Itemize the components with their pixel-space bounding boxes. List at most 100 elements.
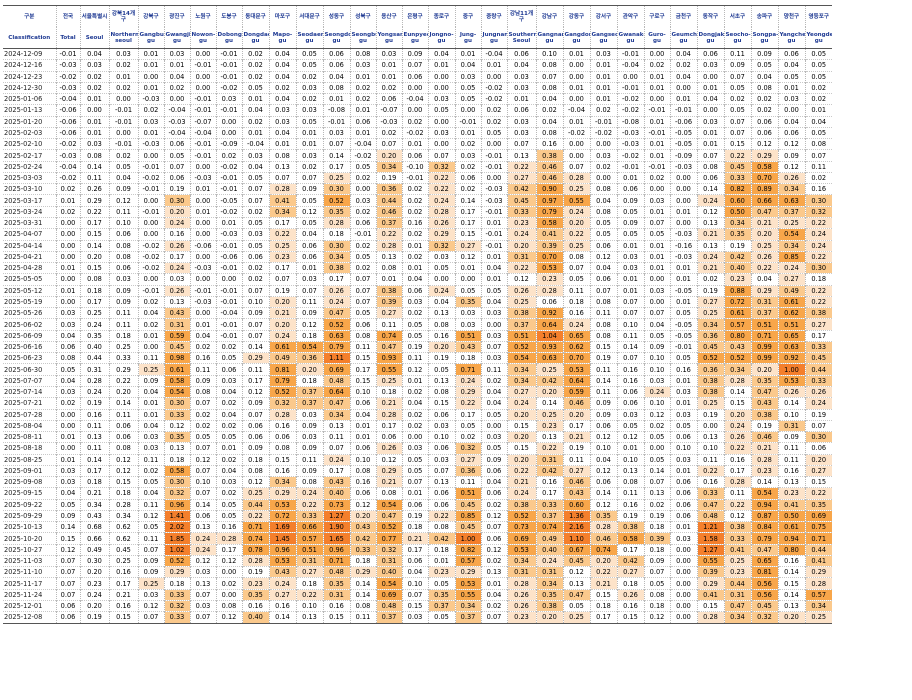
value-cell-gwanak-gu: 0.05	[616, 420, 644, 432]
value-cell-seocho-gu: 0.12	[723, 510, 751, 522]
value-cell-yeongdeungpo-gu: 0.22	[804, 251, 832, 263]
date-cell: 2025-10-27	[4, 545, 43, 554]
value-cell-songpa-gu: 0.29	[750, 285, 778, 297]
value-cell-seongdong-gu: 0.63	[322, 330, 350, 342]
table-row: 2024-12-23 -0.02 0.02 0.01 0.00 0.04 0.00 -0.01…	[3, 71, 832, 83]
value-cell-southern-seoul: 0.45	[506, 194, 536, 207]
value-cell-dongdaemun-gu: 0.03	[241, 149, 269, 162]
value-cell-mapo-gu: 0.24	[268, 577, 296, 590]
table-row: 2025-01-13 -0.06 0.00 -0.01 0.02 -0.04 -0.01 -0…	[3, 104, 832, 117]
value-cell-yeongdeungpo-gu: 0.06	[804, 442, 832, 455]
value-cell-yeongdeungpo-gu: 0.22	[804, 285, 832, 297]
value-cell-gangseo-gu: 0.00	[589, 172, 617, 184]
column-header-ko-mapo-gu: 마포구	[268, 5, 296, 27]
value-cell-gangnam-gu: 0.79	[535, 206, 563, 218]
weekly-apartment-price-change-table: 구분 전국 서울특별시 강북14개구 강북구 광진구 노원구 도봉구 동대문구 마포구 서대문구 성동…	[3, 5, 832, 624]
value-cell-yangcheon-gu: 0.65	[777, 330, 805, 342]
date-cell: 2025-12-01	[4, 602, 43, 611]
value-cell-gwanak-gu: 0.00	[616, 71, 644, 83]
value-cell-eunpyeong-gu: 0.00	[401, 431, 428, 443]
value-cell-jungnang-gu: 0.03	[480, 352, 507, 364]
value-cell-guro-gu: 0.14	[643, 465, 670, 477]
value-cell-yongsan-gu: 0.12	[375, 454, 402, 466]
value-cell-seocho-gu: 0.80	[723, 330, 751, 342]
value-cell-total: 0.01	[55, 454, 80, 466]
value-cell-northern-seoul: 0.14	[108, 397, 138, 409]
value-cell-yongsan-gu: 0.93	[375, 352, 402, 364]
value-cell-jongno-gu: 0.00	[427, 273, 455, 286]
value-cell-yeongdeungpo-gu: 0.05	[804, 59, 832, 72]
value-cell-geumcheon-gu: 0.00	[669, 555, 697, 567]
value-cell-dobong-gu: -0.01	[215, 240, 242, 252]
value-cell-gwangjin-gu: 0.07	[163, 161, 190, 173]
value-cell-gangnam-gu: 0.04	[535, 93, 563, 105]
value-cell-seodaemun-gu: 0.02	[295, 161, 323, 173]
value-cell-gangseo-gu: 0.46	[589, 532, 617, 545]
value-cell-seongbuk-gu: -0.02	[349, 149, 376, 162]
value-cell-gangbuk-gu: -0.01	[137, 285, 164, 297]
column-header-en-southern-seoul: Southern Seoul	[506, 27, 536, 49]
value-cell-dobong-gu: 0.02	[215, 149, 242, 162]
value-cell-geumcheon-gu: -0.05	[669, 138, 697, 150]
column-header-en-gangnam-gu: Gangnam-gu	[535, 27, 563, 49]
value-cell-southern-seoul: 0.23	[506, 611, 536, 624]
value-cell-gwangjin-gu: 0.30	[163, 194, 190, 207]
value-cell-jung-gu: 0.85	[454, 510, 481, 522]
value-cell-seongdong-gu: 1.90	[322, 521, 350, 533]
value-cell-seongdong-gu: 1.27	[322, 510, 350, 522]
table-row: 2025-01-06 -0.04 0.01 0.00 -0.03 0.00 -0.01 0.0…	[3, 93, 832, 105]
value-cell-nowon-gu: 0.12	[189, 454, 216, 466]
column-header-ko-southern-seoul: 강남11개구	[506, 5, 536, 27]
value-cell-seodaemun-gu: 0.37	[295, 397, 323, 409]
value-cell-yongsan-gu: 0.08	[375, 262, 402, 274]
value-cell-gwangjin-gu: 0.17	[163, 251, 190, 263]
value-cell-jung-gu: 0.18	[454, 352, 481, 364]
value-cell-geumcheon-gu: 0.00	[669, 589, 697, 601]
value-cell-southern-seoul: 0.03	[506, 116, 536, 128]
value-cell-total: 0.00	[55, 296, 80, 308]
value-cell-yeongdeungpo-gu: 0.27	[804, 318, 832, 331]
date-cell: 2025-04-07	[4, 230, 43, 239]
value-cell-seoul: 0.11	[79, 172, 109, 184]
value-cell-gwanak-gu: -0.04	[616, 59, 644, 72]
value-cell-dongjak-gu: 0.12	[696, 206, 724, 218]
value-cell-dongdaemun-gu: 0.16	[241, 600, 269, 612]
value-cell-seongbuk-gu: 0.03	[349, 194, 376, 207]
value-cell-northern-seoul: 0.09	[108, 296, 138, 308]
value-cell-gangseo-gu: 0.00	[589, 138, 617, 150]
value-cell-nowon-gu: -0.03	[189, 262, 216, 274]
value-cell-guro-gu: 0.00	[643, 296, 670, 308]
value-cell-total: 0.07	[55, 589, 80, 601]
value-cell-jongno-gu: 0.05	[427, 363, 455, 376]
value-cell-gangdong-gu: 0.17	[562, 420, 590, 432]
value-cell-mapo-gu: 1.69	[268, 521, 296, 533]
table-row: 2025-02-03 -0.06 0.01 0.00 0.01 -0.04 -0.04 0.0…	[3, 127, 832, 139]
table-row: 2025-08-18 0.00 0.11 0.08 0.03 0.13 0.07 0.01 0.…	[3, 442, 832, 455]
value-cell-dobong-gu: 0.08	[215, 600, 242, 612]
value-cell-dobong-gu: 0.16	[215, 521, 242, 533]
value-cell-nowon-gu: 0.02	[189, 341, 216, 353]
table-row: 2025-08-25 0.01 0.14 0.12 0.11 0.18 0.12 0.02 0.…	[3, 454, 832, 466]
value-cell-southern-seoul: 0.24	[506, 397, 536, 409]
value-cell-mapo-gu: 0.49	[268, 352, 296, 364]
date-cell: 2025-02-10	[4, 140, 43, 149]
value-cell-geumcheon-gu: 0.01	[669, 521, 697, 533]
value-cell-gwanak-gu: -0.03	[616, 127, 644, 139]
value-cell-gangseo-gu: 0.01	[589, 82, 617, 94]
value-cell-gangbuk-gu: 0.11	[137, 532, 164, 545]
value-cell-gangbuk-gu: -0.02	[137, 251, 164, 263]
value-cell-jung-gu: 0.05	[454, 82, 481, 94]
value-cell-gangbuk-gu: 0.01	[137, 397, 164, 409]
table-row: 2025-06-02 0.03 0.24 0.11 0.02 0.31 0.01 -0.01 0…	[3, 318, 832, 331]
value-cell-mapo-gu: 0.03	[268, 104, 296, 117]
value-cell-jongno-gu: 0.05	[427, 611, 455, 624]
value-cell-eunpyeong-gu: 0.05	[401, 454, 428, 466]
value-cell-jungnang-gu: 0.00	[480, 71, 507, 83]
value-cell-jongno-gu: 0.37	[427, 600, 455, 612]
value-cell-seodaemun-gu: 0.66	[295, 521, 323, 533]
value-cell-dongjak-gu: 0.25	[696, 397, 724, 409]
table-row: 2025-06-23 0.08 0.44 0.33 0.11 0.98 0.16 0.05 0.…	[3, 352, 832, 364]
value-cell-gangnam-gu: 0.33	[535, 499, 563, 511]
value-cell-gangnam-gu: 0.06	[535, 296, 563, 308]
column-header-ko-eunpyeong-gu: 은평구	[401, 5, 428, 27]
